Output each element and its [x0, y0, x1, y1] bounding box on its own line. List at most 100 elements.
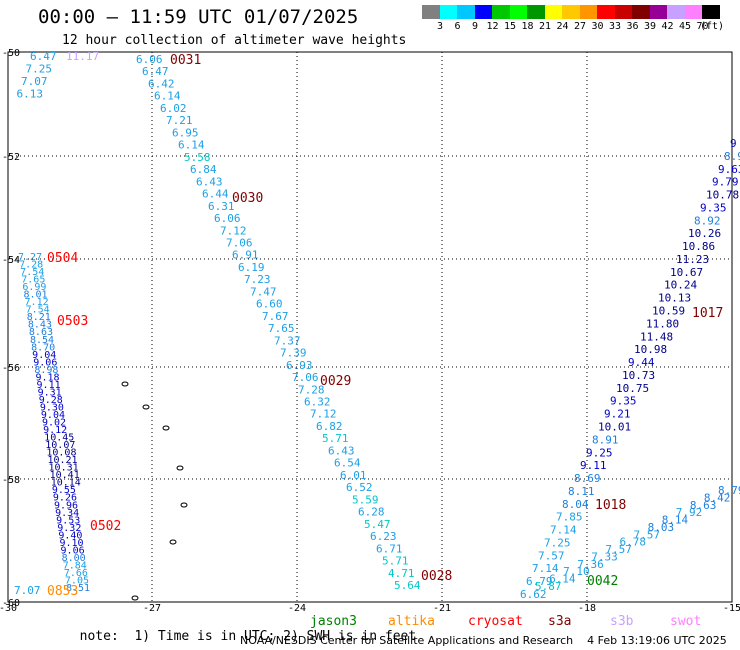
track-value: 7.67 [262, 310, 289, 323]
colorbar-swatch [614, 5, 632, 19]
track-value: 9.30 [40, 402, 64, 413]
track-value: 10.07 [45, 440, 75, 451]
track-value: 8.69 [574, 472, 601, 485]
track-label-0031: 0031 [170, 53, 201, 68]
track-value: 6.14 [154, 90, 181, 103]
track-value: 7.05 [65, 575, 89, 586]
track-value: 8.21 [27, 312, 51, 323]
track-value: 6.60 [256, 298, 283, 311]
track-value: 10.26 [688, 227, 721, 240]
track-value: 7.36 [577, 558, 604, 571]
track-value: 6.99 [22, 282, 46, 293]
track-value: 11.23 [676, 253, 709, 266]
y-tick-label: -54 [2, 255, 20, 266]
track-value: 8.43 [28, 320, 52, 331]
track-value: 9.40 [58, 530, 82, 541]
track-value: 9.06 [61, 545, 85, 556]
track-value: 10.98 [634, 343, 667, 356]
track-value: 9.79 [712, 176, 739, 189]
track-value: 9.53 [56, 515, 80, 526]
track-value: 7.47 [250, 285, 277, 298]
track-value: 10.08 [46, 448, 76, 459]
track-value: 7.27 [18, 252, 42, 263]
island-outline [121, 381, 129, 387]
track-value: 5.71 [322, 432, 349, 445]
track-value: 6.32 [304, 396, 331, 409]
track-value: 11.80 [646, 317, 679, 330]
colorbar-swatch [649, 5, 667, 19]
track-value: 9.11 [37, 380, 61, 391]
track-value: 7.92 [676, 506, 703, 519]
track-value: 10.59 [652, 305, 685, 318]
track-value: 10.31 [49, 463, 79, 474]
track-value: 6.31 [208, 200, 235, 213]
legend: note: 1) Time is in UTC; 2) SWH is in fe… [64, 614, 702, 644]
colorbar-label: 36 [626, 21, 639, 32]
track-value: 9.21 [604, 408, 631, 421]
track-value: 9.04 [41, 410, 65, 421]
colorbar-swatch [632, 5, 650, 19]
track-value: 9.55 [52, 485, 76, 496]
track-value: 7.14 [550, 524, 577, 537]
track-value: 8.03 [648, 521, 675, 534]
track-value: 7.07 [21, 75, 48, 88]
track-value: 11.17 [66, 50, 99, 63]
colorbar-label: 42 [661, 21, 674, 32]
legend-satellite-s3a: s3a [548, 614, 572, 629]
y-tick-label: -52 [2, 152, 20, 163]
track-value: 5.59 [352, 493, 379, 506]
track-value: 6.84 [190, 163, 217, 176]
track-value: 6.95 [172, 126, 199, 139]
track-label-0503: 0503 [57, 314, 88, 329]
island-outline [169, 539, 177, 545]
colorbar-swatch [684, 5, 702, 19]
track-value: 6.14 [178, 139, 205, 152]
track-value: 8.11 [568, 485, 595, 498]
track-value: 7.65 [268, 322, 295, 335]
colorbar-swatch [579, 5, 597, 19]
track-value: 6.23 [370, 530, 397, 543]
legend-satellite-altika: altika [388, 614, 435, 629]
track-value: 5.58 [184, 151, 211, 164]
track-value: 6.06 [136, 53, 163, 66]
colorbar-swatch [509, 5, 527, 19]
track-value: 8.14 [662, 514, 689, 527]
track-value: 8.79 [718, 484, 740, 497]
colorbar-label: 3 [436, 21, 444, 32]
y-tick-label: -60 [2, 598, 20, 609]
track-value: 6.47 [142, 65, 169, 78]
track-value: 5.87 [535, 580, 562, 593]
x-tick-label: -18 [578, 603, 596, 614]
legend-note: note: 1) Time is in UTC; 2) SWH is in fe… [79, 629, 417, 644]
colorbar-label: 39 [643, 21, 657, 32]
track-value: 6.54 [334, 457, 361, 470]
track-value: 7.07 [14, 584, 41, 597]
colorbar-label: 12 [486, 21, 499, 32]
colorbar-label: 70 [696, 21, 709, 32]
track-label-0030: 0030 [232, 191, 263, 206]
track-value: 8.01 [23, 290, 47, 301]
track-value: 6.42 [148, 77, 175, 90]
colorbar-swatch [702, 5, 720, 19]
track-value: 7.54 [20, 267, 44, 278]
track-value: 6.14 [549, 573, 576, 586]
track-value: 7.57 [634, 528, 661, 541]
track-value: 10.73 [622, 369, 655, 382]
x-tick-label: -24 [288, 603, 306, 614]
track-value: 9.44 [628, 356, 655, 369]
colorbar [422, 5, 720, 19]
track-value: 9.11 [580, 459, 607, 472]
island-outline [131, 595, 139, 601]
track-value: 6.62 [520, 588, 547, 601]
track-value: 7.39 [280, 347, 307, 360]
track-value: 9.96 [54, 500, 78, 511]
track-value: 7.57 [605, 543, 632, 556]
track-value: 10.78 [706, 189, 739, 202]
colorbar-label: 45 [678, 21, 692, 32]
track-value: 9.12 [43, 425, 67, 436]
track-value: 10.86 [682, 240, 715, 253]
colorbar-swatch [474, 5, 492, 19]
track-value: 7.25 [26, 63, 53, 76]
track-value: 6.44 [202, 188, 229, 201]
